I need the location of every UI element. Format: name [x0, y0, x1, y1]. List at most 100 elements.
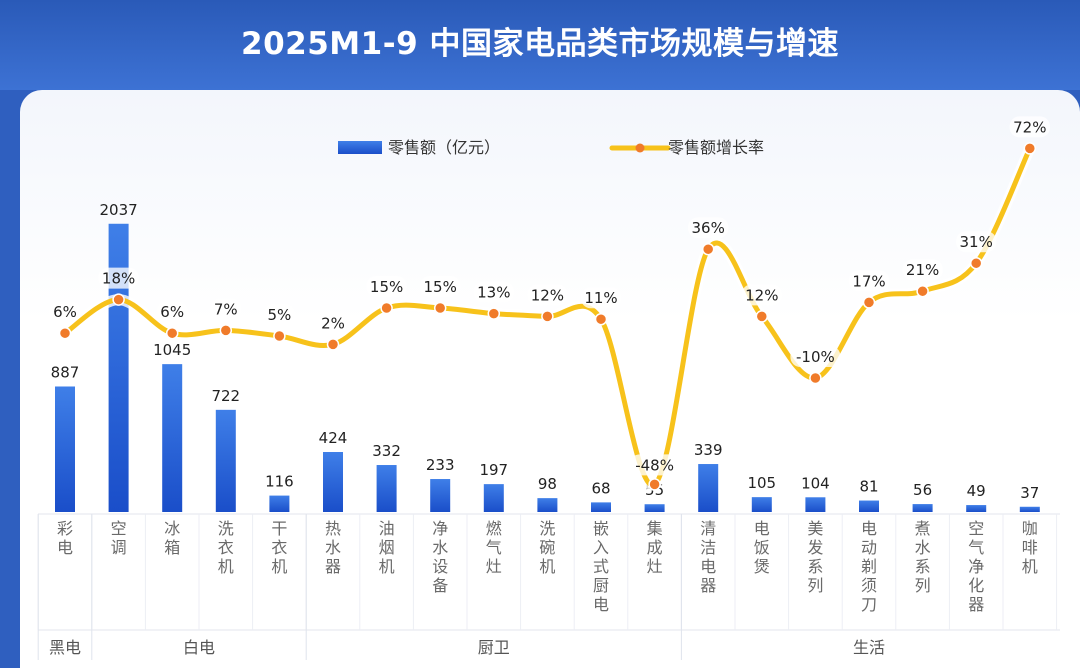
category-label: 洗碗机 — [539, 519, 555, 576]
growth-value-label: 18% — [102, 270, 135, 288]
sales-value-label: 105 — [747, 474, 776, 492]
sales-value-label: 197 — [479, 461, 508, 479]
legend: 零售额（亿元） 零售额增长率 — [338, 138, 764, 157]
sales-bar — [912, 504, 933, 512]
group-label: 厨卫 — [478, 638, 510, 657]
growth-line-series: 6% 18% 6% 7% 5% 2% 15% 15% 13% 12% 11% -48% 36% 12% -1… — [49, 116, 1051, 491]
sales-value-label: 2037 — [100, 201, 138, 219]
growth-value-label: 31% — [960, 233, 993, 251]
growth-value-label: 6% — [53, 303, 77, 321]
sales-value-label: 339 — [694, 441, 723, 459]
sales-bar — [698, 464, 719, 512]
growth-value-label: -10% — [796, 348, 835, 366]
growth-value-label: 36% — [692, 219, 725, 237]
growth-point — [916, 284, 929, 298]
category-label: 电饭煲 — [754, 519, 770, 576]
growth-value-label: 21% — [906, 261, 939, 279]
sales-value-label: 722 — [211, 387, 240, 405]
category-label: 洗衣机 — [218, 519, 234, 576]
category-label: 集成灶 — [647, 519, 663, 576]
sales-bar — [1019, 506, 1040, 512]
growth-label-bg — [210, 298, 242, 320]
growth-point — [112, 293, 125, 306]
growth-point — [755, 310, 769, 323]
sales-value-label: 332 — [372, 442, 401, 460]
growth-value-label: 11% — [584, 289, 617, 307]
sales-value-label: 56 — [913, 481, 932, 499]
sales-bar — [430, 479, 451, 512]
growth-value-label: 13% — [477, 284, 510, 302]
category-label: 咖啡机 — [1022, 519, 1038, 576]
group-axis: 黑电 白电 厨卫 生活 — [37, 513, 1060, 660]
sales-value-label: 424 — [319, 429, 348, 447]
growth-label-bg — [741, 284, 783, 306]
growth-label-bg — [366, 276, 407, 297]
growth-point — [594, 312, 608, 326]
sales-bar — [644, 504, 665, 512]
growth-point — [487, 307, 501, 320]
category-label: 煮水系列 — [915, 519, 931, 595]
growth-point — [380, 301, 393, 315]
sales-value-label: 233 — [426, 456, 455, 474]
category-label: 净水设备 — [432, 519, 448, 595]
sales-value-label: 49 — [967, 482, 986, 500]
bar-value-labels: 8872037104572211642433223319798685533910… — [51, 201, 1040, 502]
growth-label-bg — [98, 267, 139, 289]
legend-bar-swatch — [338, 141, 382, 154]
growth-point — [648, 478, 661, 491]
category-label: 美发系列 — [807, 519, 823, 595]
sales-bar — [805, 497, 826, 512]
growth-value-label: 5% — [268, 306, 292, 324]
sales-bar — [859, 500, 879, 512]
header-banner: 2025M1-9 中国家电品类市场规模与增速 — [0, 0, 1080, 90]
legend-line-label: 零售额增长率 — [668, 138, 764, 157]
growth-label-bg — [955, 231, 997, 253]
legend-bar-label: 零售额（亿元） — [388, 138, 500, 157]
growth-point — [969, 256, 983, 270]
growth-value-label: 15% — [424, 278, 457, 296]
sales-bar — [483, 484, 504, 512]
category-label: 冰箱 — [164, 519, 180, 557]
growth-point — [58, 326, 72, 340]
sales-value-label: 104 — [801, 474, 830, 492]
category-label: 空调 — [111, 519, 127, 557]
growth-label-bg — [527, 284, 568, 306]
growth-label-bg — [790, 346, 841, 367]
growth-point — [541, 310, 554, 323]
group-label: 生活 — [853, 638, 885, 657]
legend-line-dot — [635, 143, 645, 153]
sales-bar — [269, 495, 290, 512]
growth-label-bg — [848, 270, 890, 292]
sales-bar — [751, 497, 772, 512]
sales-value-label: 98 — [538, 475, 557, 493]
sales-bar — [55, 386, 75, 512]
sales-value-label: 116 — [265, 473, 294, 491]
growth-label-bg — [419, 276, 461, 297]
category-label: 嵌入式厨电 — [593, 519, 609, 614]
bar-series — [55, 223, 1040, 512]
growth-point — [1023, 142, 1037, 155]
growth-value-label: 15% — [370, 278, 403, 296]
chart-panel — [20, 90, 1080, 668]
category-label: 空气净化器 — [968, 519, 984, 614]
sales-bar — [591, 502, 611, 512]
category-label: 清洁电器 — [700, 519, 716, 595]
growth-label-bg — [317, 312, 349, 334]
group-label: 黑电 — [49, 638, 81, 657]
growth-label-bg — [580, 287, 622, 309]
category-label: 彩电 — [57, 519, 73, 557]
sales-bar — [162, 364, 183, 512]
growth-label-bg — [629, 454, 680, 476]
growth-label-bg — [263, 304, 295, 325]
growth-point — [165, 326, 179, 340]
sales-value-label: 68 — [591, 479, 610, 497]
sales-bar — [376, 465, 397, 512]
growth-point — [219, 324, 233, 337]
growth-label-bg — [902, 259, 943, 281]
growth-value-label: 12% — [531, 286, 564, 304]
growth-point — [433, 301, 447, 315]
growth-label-bg — [687, 217, 729, 239]
growth-point — [273, 329, 286, 343]
sales-value-label: 1045 — [153, 341, 191, 359]
